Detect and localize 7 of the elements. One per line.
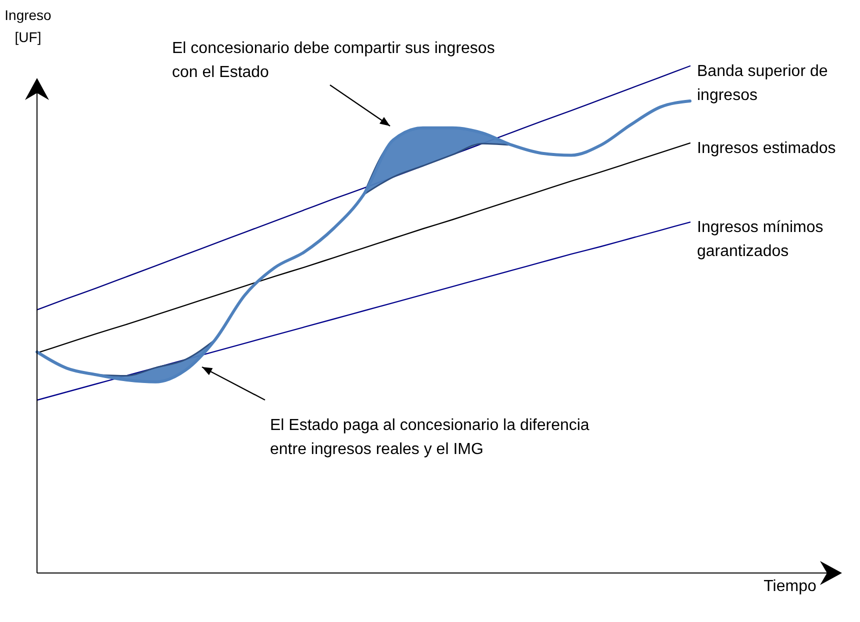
x-axis-title: Tiempo bbox=[764, 578, 816, 595]
annotation: El Estado paga al concesionario la diferencia entre ingresos reales y el IMG bbox=[270, 417, 590, 458]
annotation: El concesionario debe compartir sus ingresos con el Estado bbox=[172, 40, 495, 81]
series-label: Ingresos mínimos garantizados bbox=[697, 219, 824, 260]
y-axis-title: Ingreso [UF] bbox=[4, 7, 52, 45]
series-label: Banda superior de ingresos bbox=[697, 63, 828, 104]
series-label: Ingresos estimados bbox=[697, 140, 836, 158]
